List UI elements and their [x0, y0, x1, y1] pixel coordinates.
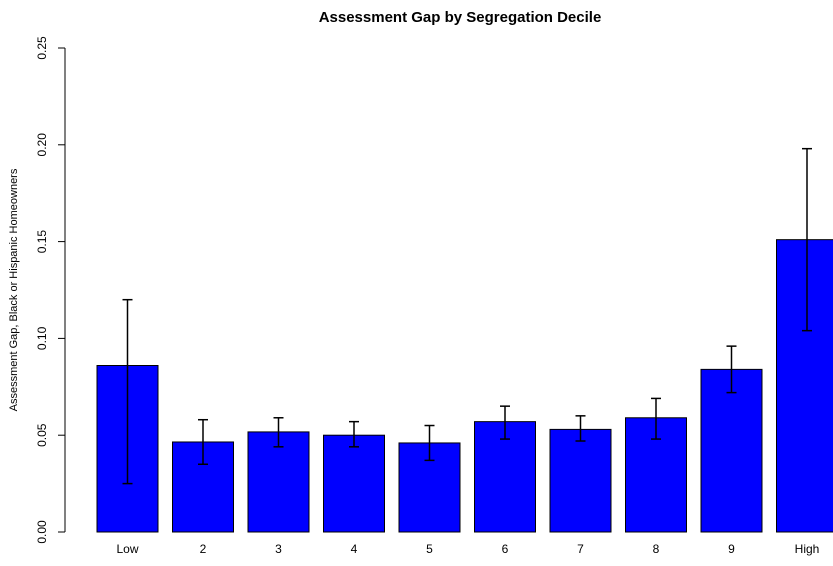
bar	[474, 421, 536, 533]
y-tick-label: 0.15	[35, 230, 49, 254]
bar	[323, 434, 385, 533]
x-tick-label: 6	[502, 542, 509, 556]
bar	[776, 239, 833, 533]
y-tick-label: 0.00	[35, 520, 49, 544]
x-tick-label: High	[795, 542, 820, 556]
y-tick-label: 0.05	[35, 423, 49, 447]
bar	[700, 368, 763, 533]
y-tick-label: 0.10	[35, 326, 49, 350]
x-tick-label: 2	[200, 542, 207, 556]
x-tick-label: 9	[728, 542, 735, 556]
y-axis-label: Assessment Gap, Black or Hispanic Homeow…	[8, 168, 20, 411]
y-tick-label: 0.20	[35, 133, 49, 157]
x-tick-label: Low	[116, 542, 138, 556]
x-tick-label: 7	[577, 542, 584, 556]
x-tick-label: 8	[653, 542, 660, 556]
chart-title: Assessment Gap by Segregation Decile	[319, 9, 602, 26]
x-tick-label: 3	[275, 542, 282, 556]
y-tick-label: 0.25	[35, 36, 49, 60]
x-tick-label: 4	[351, 542, 358, 556]
bar	[247, 431, 310, 533]
x-tick-label: 5	[426, 542, 433, 556]
bar	[549, 428, 612, 533]
